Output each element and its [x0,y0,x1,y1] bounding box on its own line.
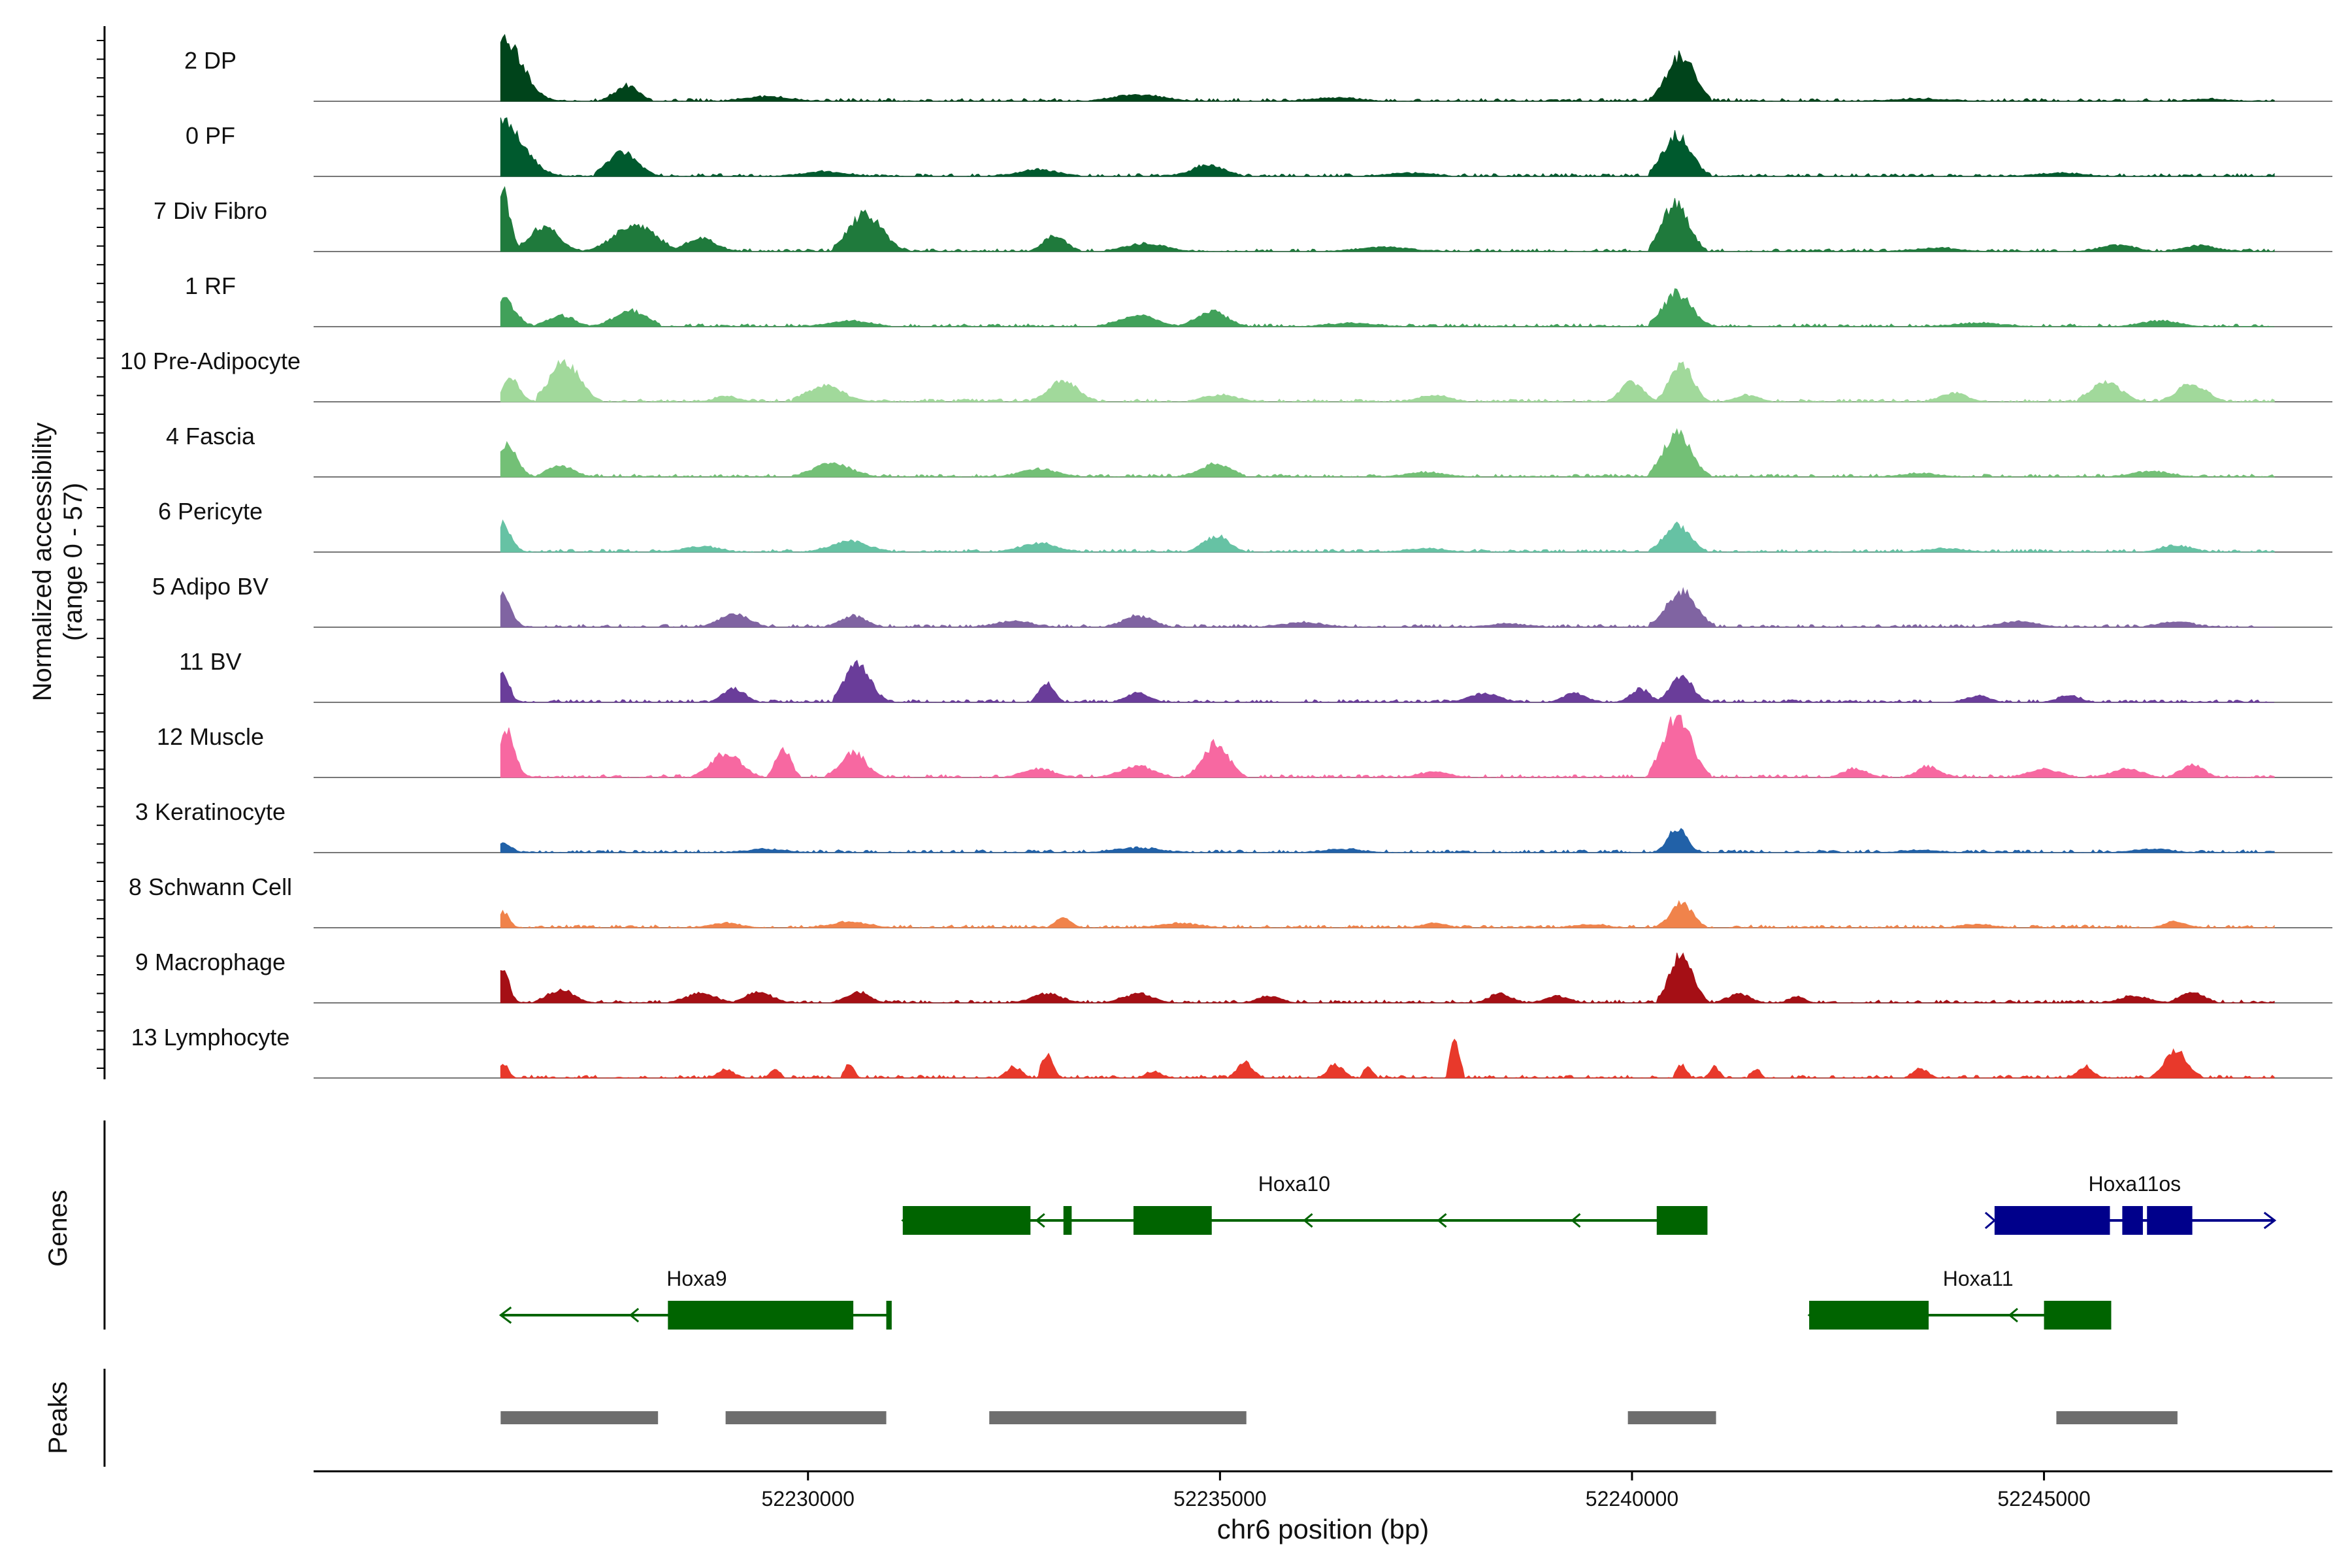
peaks-track-label: Peaks [44,1381,73,1454]
coverage-area [500,828,2275,853]
track-label: 3 Keratinocyte [135,798,286,825]
gene-exon [902,1206,1031,1235]
coverage-area [500,714,2275,778]
coverage-area [500,1038,2275,1079]
gene-exon [2147,1206,2193,1235]
gene-hoxa9: Hoxa9 [498,1267,892,1330]
track-label: 1 RF [185,272,236,299]
gene-exon [2044,1301,2110,1330]
gene-exon [1994,1206,2110,1235]
track-10-pre-adipocyte: 10 Pre-Adipocyte [120,348,2332,402]
track-label: 8 Schwann Cell [129,874,292,900]
track-7-div-fibro: 7 Div Fibro [154,186,2332,252]
x-tick-label: 52240000 [1586,1487,1678,1511]
coverage-area [500,33,2275,102]
track-label: 0 PF [186,122,235,149]
track-4-fascia: 4 Fascia [166,423,2332,478]
gene-exon [1133,1206,1212,1235]
coverage-area [500,900,2275,928]
x-axis: chr6 position (bp) 52230000 52235000 52240… [314,1470,2332,1544]
coverage-area [500,359,2275,402]
gene-exon [1656,1206,1707,1235]
coverage-area [500,659,2275,703]
track-label: 2 DP [184,47,237,74]
track-label: 12 Muscle [157,723,264,750]
track-3-keratinocyte: 3 Keratinocyte [135,798,2332,853]
gene-exon [668,1301,854,1330]
gene-label: Hoxa11 [1943,1267,2014,1290]
gene-hoxa11os: Hoxa11os [1984,1172,2277,1235]
track-label: 7 Div Fibro [154,197,267,224]
coverage-area [500,117,2275,177]
x-axis-label: chr6 position (bp) [1217,1514,1429,1544]
track-label: 10 Pre-Adipocyte [120,348,301,374]
track-6-pericyte: 6 Pericyte [158,498,2332,553]
track-9-macrophage: 9 Macrophage [135,949,2332,1004]
track-8-schwann-cell: 8 Schwann Cell [129,874,2332,928]
track-0-pf: 0 PF [186,117,2332,177]
coverage-tracks: 2 DP 0 PF 7 Div Fibro 1 RF 10 Pre-Adipocyte 4… [120,33,2332,1079]
track-label: 5 Adipo BV [152,573,269,600]
gene-exon [2122,1206,2143,1235]
track-13-lymphocyte: 13 Lymphocyte [131,1024,2332,1079]
track-label: 9 Macrophage [135,949,286,975]
strand-arrow [2263,1211,2277,1230]
x-tick-label: 52235000 [1173,1487,1266,1511]
peak-region [989,1411,1247,1424]
strand-arrow [1984,1211,1997,1230]
strand-arrow [2008,1307,2018,1323]
gene-label: Hoxa9 [666,1267,727,1290]
track-12-muscle: 12 Muscle [157,714,2332,778]
strand-arrow [1571,1213,1581,1228]
x-tick-label: 52230000 [762,1487,855,1511]
coverage-area [500,587,2275,628]
strand-arrow [1035,1213,1045,1228]
track-2-dp: 2 DP [184,33,2332,102]
y-axis-label-line1: Normalized accessibility [28,423,57,702]
gene-hoxa11: Hoxa11 [1807,1267,2112,1330]
gene-exon [1063,1206,1072,1235]
gene-track: Genes Hoxa10 Hoxa11os Hoxa9 Hoxa11 [44,1120,2277,1330]
peak-region [1627,1411,1716,1424]
gene-label: Hoxa10 [1258,1172,1330,1196]
peak-region [500,1411,659,1424]
track-1-rf: 1 RF [185,272,2332,327]
x-tick-label: 52245000 [1997,1487,2090,1511]
gene-exon [1809,1301,1929,1330]
coverage-area [500,519,2275,553]
peak-region [2056,1411,2178,1424]
track-5-adipo-bv: 5 Adipo BV [152,573,2332,628]
strand-arrow [1303,1213,1313,1228]
track-label: 13 Lymphocyte [131,1024,290,1051]
strand-arrow [498,1306,512,1324]
coverage-area [500,428,2276,478]
gene-exon [886,1301,890,1330]
peak-track: Peaks [44,1369,2178,1467]
coverage-area [500,186,2275,252]
y-axis: Normalized accessibility (range 0 - 57) [28,26,106,1079]
track-label: 11 BV [179,648,241,675]
y-axis-label-line2: (range 0 - 57) [59,483,88,641]
peak-region [725,1411,887,1424]
strand-arrow [629,1307,640,1323]
gene-hoxa10: Hoxa10 [901,1172,1708,1235]
coverage-area [500,952,2275,1004]
genes-track-label: Genes [44,1190,73,1267]
track-11-bv: 11 BV [179,648,2332,703]
coverage-area [500,288,2275,327]
gene-label: Hoxa11os [2088,1172,2181,1196]
track-label: 4 Fascia [166,423,255,449]
track-label: 6 Pericyte [158,498,263,525]
strand-arrow [1437,1213,1447,1228]
